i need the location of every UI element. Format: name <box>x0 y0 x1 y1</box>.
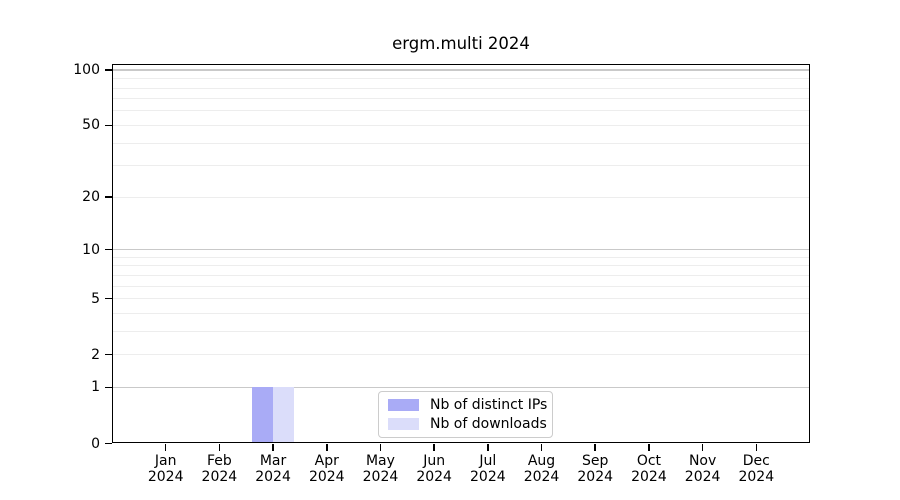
x-tick-label: Jun 2024 <box>416 452 452 486</box>
y-tick-mark <box>105 297 112 300</box>
x-tick-label: Jul 2024 <box>470 452 506 486</box>
y-tick-label: 1 <box>91 379 100 396</box>
legend-swatch-downloads-icon <box>388 418 419 430</box>
x-tick-mark <box>594 443 596 451</box>
y-tick-label: 2 <box>91 346 100 363</box>
gridline-minor <box>112 165 810 167</box>
bar-nb-of-distinct-ips <box>252 387 274 444</box>
plot-area <box>112 64 810 444</box>
gridline-minor <box>112 124 810 126</box>
x-tick-label: May 2024 <box>362 452 399 486</box>
x-tick-mark <box>540 443 543 451</box>
gridline-minor <box>112 330 810 332</box>
y-tick-label: 100 <box>73 62 100 79</box>
gridline-minor <box>112 312 810 314</box>
y-tick-mark <box>105 248 112 251</box>
legend-label-distinct-ips: Nb of distinct IPs <box>430 397 548 413</box>
x-tick-label: Oct 2024 <box>631 452 667 486</box>
x-tick-mark <box>218 443 221 451</box>
gridline-major <box>112 248 810 251</box>
x-tick-label: Jan 2024 <box>147 452 184 486</box>
chart-title: ergm.multi 2024 <box>392 34 530 53</box>
legend-swatch-distinct-ips-icon <box>388 399 419 411</box>
gridline-minor <box>112 78 810 80</box>
x-tick-label: Feb 2024 <box>201 452 238 486</box>
x-tick-label: Sep 2024 <box>577 452 614 486</box>
x-tick-mark <box>379 443 382 451</box>
x-tick-label: Nov 2024 <box>684 452 721 486</box>
gridline-minor <box>112 142 810 144</box>
y-tick-mark <box>105 196 112 198</box>
x-tick-label: Dec 2024 <box>738 452 775 486</box>
gridline-major <box>112 386 810 389</box>
y-tick-label: 10 <box>82 241 100 258</box>
x-tick-mark <box>701 443 704 451</box>
y-tick-label: 5 <box>91 290 100 307</box>
y-tick-mark <box>105 124 112 127</box>
legend-item-distinct-ips: Nb of distinct IPs <box>388 397 547 413</box>
gridline-minor <box>112 298 810 300</box>
x-tick-mark <box>164 443 167 451</box>
x-tick-label: Apr 2024 <box>308 452 345 486</box>
gridline-minor <box>112 110 810 112</box>
y-tick-mark <box>105 69 112 71</box>
gridline-minor <box>112 265 810 267</box>
x-tick-mark <box>272 443 274 451</box>
legend: Nb of distinct IPs Nb of downloads <box>378 391 553 438</box>
x-tick-mark <box>433 443 435 451</box>
gridline-minor <box>112 285 810 287</box>
x-tick-mark <box>755 443 758 451</box>
x-tick-label: Mar 2024 <box>255 452 291 486</box>
gridline-minor <box>112 274 810 276</box>
y-tick-label: 50 <box>82 117 100 134</box>
x-tick-mark <box>326 443 328 451</box>
bar-nb-of-downloads <box>273 387 295 444</box>
x-tick-label: Aug 2024 <box>523 452 560 486</box>
x-tick-mark <box>648 443 650 451</box>
x-tick-mark <box>487 443 489 451</box>
gridline-minor <box>112 98 810 100</box>
gridline-minor <box>112 354 810 356</box>
y-tick-label: 20 <box>82 189 100 206</box>
y-tick-mark <box>105 386 112 389</box>
gridline-major <box>112 69 810 71</box>
gridline-minor <box>112 196 810 198</box>
y-tick-mark <box>105 353 112 356</box>
y-tick-label: 0 <box>91 435 100 452</box>
gridline-minor <box>112 87 810 89</box>
y-tick-mark <box>105 442 112 445</box>
legend-item-downloads: Nb of downloads <box>388 416 547 432</box>
legend-label-downloads: Nb of downloads <box>430 416 547 432</box>
gridline-minor <box>112 256 810 258</box>
